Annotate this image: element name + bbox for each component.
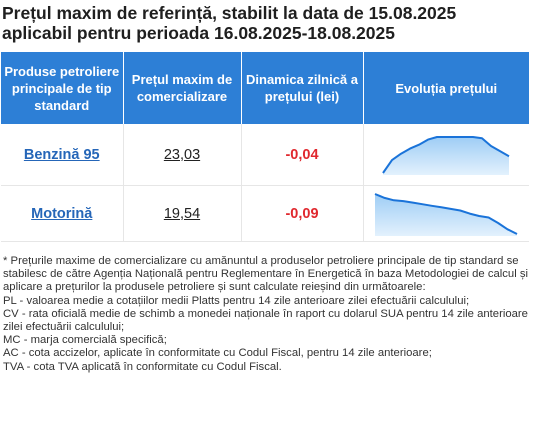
cell-change: -0,09 <box>241 185 364 242</box>
price-value-benzina: 23,03 <box>163 146 201 163</box>
product-link-benzina[interactable]: Benzină 95 <box>23 146 100 163</box>
sparkline-line <box>382 135 510 174</box>
cell-price: 19,54 <box>123 185 242 242</box>
note-tva: TVA - cota TVA aplicată în conformitate … <box>3 360 282 373</box>
note-pl: PL - valoarea medie a cotațiilor medii P… <box>3 294 470 307</box>
note-mc: MC - marja comercială specifică; <box>3 334 167 347</box>
header-products: Produse petroliere principale de tip sta… <box>1 52 124 124</box>
sparkline-area <box>375 193 518 236</box>
price-value-motorina: 19,54 <box>163 205 201 222</box>
fuel-price-table: Produse petroliere principale de tip sta… <box>1 52 529 242</box>
table-row-benzina: Benzină 95 23,03 -0,04 <box>1 124 529 186</box>
change-value-benzina: -0,04 <box>285 146 319 163</box>
page-title-line-1: Prețul maxim de referință, stabilit la d… <box>2 3 457 23</box>
note-cv: CV - rata oficială medie de schimb a mon… <box>3 307 528 334</box>
methodology-notes: * Prețurile maxime de comercializare cu … <box>3 255 531 374</box>
product-link-motorina[interactable]: Motorină <box>31 205 93 222</box>
page-title-line-2: aplicabil pentru perioada 16.08.2025-18.… <box>2 23 395 43</box>
header-price-evolution: Evoluția prețului <box>363 52 529 124</box>
header-daily-change: Dinamica zilnică a prețului (lei) <box>241 52 364 124</box>
table-row-motorina: Motorină 19,54 -0,09 <box>1 185 529 242</box>
cell-product: Motorină <box>1 185 124 242</box>
header-max-price: Prețul maxim de comercializare <box>123 52 242 124</box>
sparkline-area <box>383 136 510 175</box>
table-header-row: Produse petroliere principale de tip sta… <box>1 52 529 124</box>
cell-price: 23,03 <box>123 124 242 186</box>
cell-trend <box>363 185 529 242</box>
cell-change: -0,04 <box>241 124 364 186</box>
sparkline-motorina <box>374 192 518 236</box>
sparkline-benzina <box>382 135 510 175</box>
page-title: Prețul maxim de referință, stabilit la d… <box>2 3 532 43</box>
cell-trend <box>363 124 529 186</box>
change-value-motorina: -0,09 <box>285 205 319 222</box>
cell-product: Benzină 95 <box>1 124 124 186</box>
note-intro: * Prețurile maxime de comercializare cu … <box>3 255 528 294</box>
note-ac: AC - cota accizelor, aplicate în conform… <box>3 347 432 360</box>
sparkline-line <box>374 192 518 235</box>
